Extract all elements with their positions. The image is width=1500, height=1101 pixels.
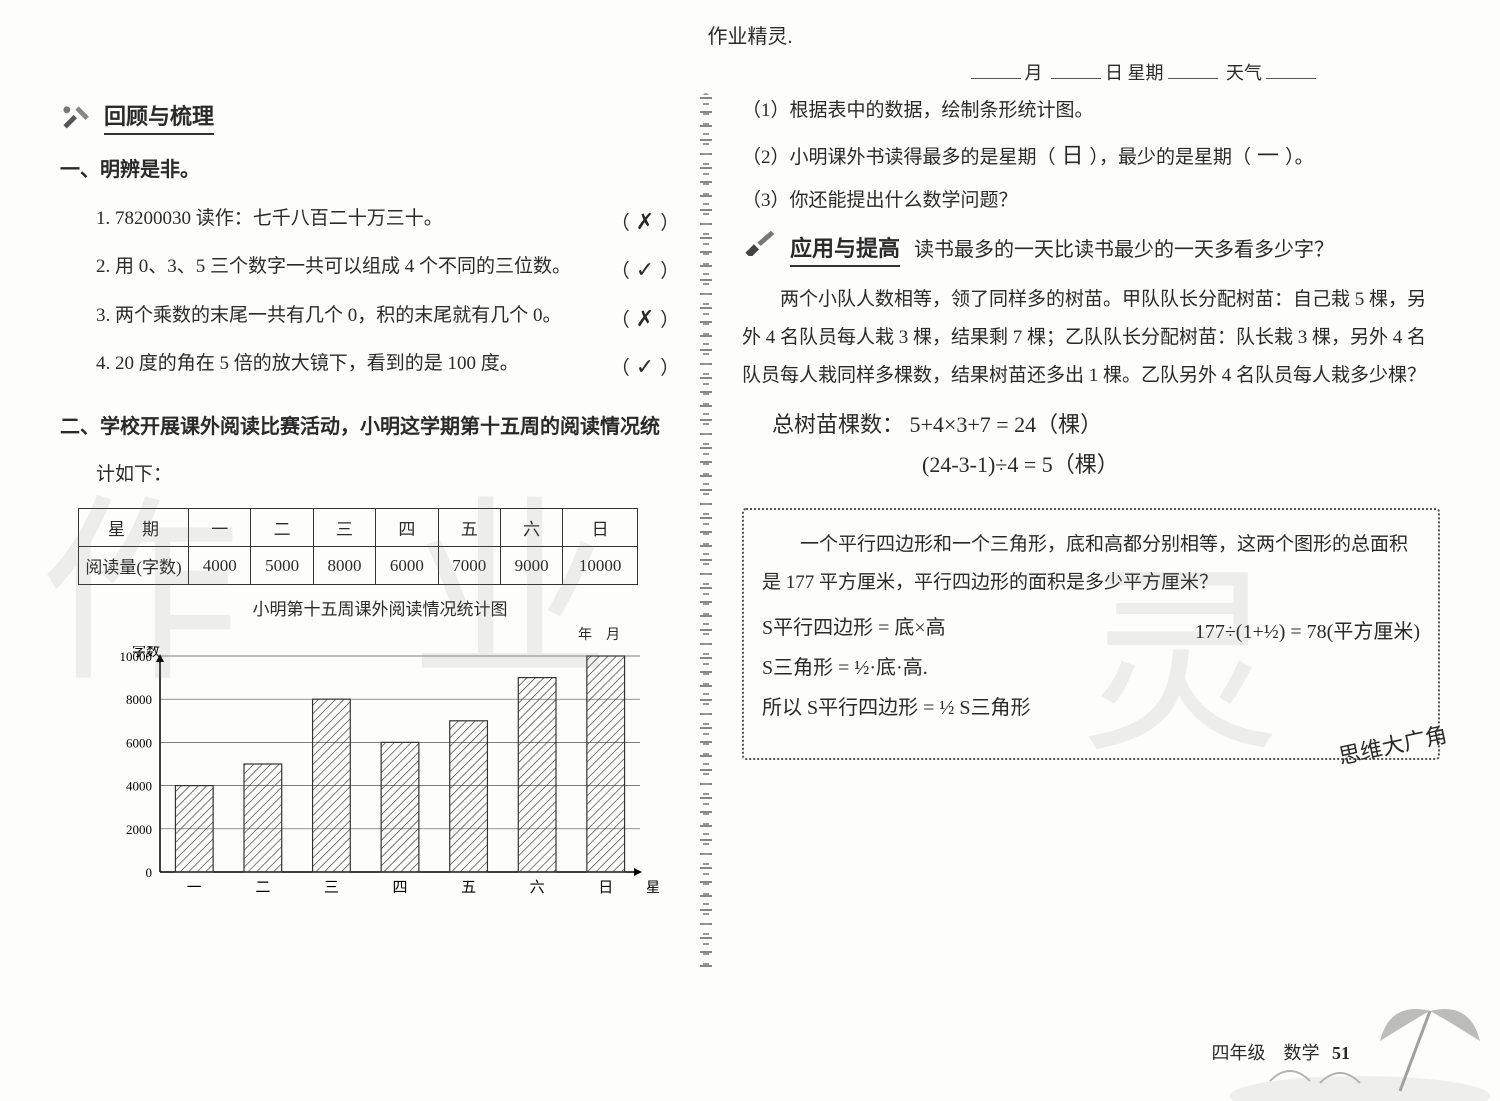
chart-date: 年 月 [100, 624, 660, 644]
date-line: 月 日 星期 天气 [60, 59, 1440, 85]
answer-day-max: 日 [1056, 143, 1090, 168]
sub-q1: （1）根据表中的数据，绘制条形统计图。 [742, 93, 1440, 129]
true-false-item: 3. 两个乘数的末尾一共有几个 0，积的末尾就有几个 0。（✗） [60, 295, 680, 343]
reading-table: 星 期一二三四五六日 阅读量(字数)4000500080006000700090… [78, 508, 638, 585]
app-hand-line1: 总树苗棵数： 5+4×3+7 = 24（棵） [742, 405, 1440, 445]
svg-text:六: 六 [530, 879, 545, 896]
chart-title: 小明第十五周课外阅读情况统计图 [100, 595, 660, 620]
svg-text:2000: 2000 [126, 822, 152, 837]
beach-decoration-icon [1230, 981, 1490, 1101]
q2-heading-cont: 计如下： [60, 455, 680, 495]
true-false-item: 2. 用 0、3、5 三个数字一共可以组成 4 个不同的三位数。（✓） [60, 246, 680, 294]
true-false-item: 4. 20 度的角在 5 倍的放大镜下，看到的是 100 度。（✓） [60, 343, 680, 391]
svg-text:星期: 星期 [646, 880, 660, 896]
svg-text:三: 三 [324, 880, 339, 896]
svg-text:0: 0 [146, 865, 153, 880]
bar-chart: 小明第十五周课外阅读情况统计图 年 月 字数020004000600080001… [100, 595, 660, 911]
svg-text:一: 一 [187, 880, 202, 896]
svg-text:四: 四 [392, 880, 407, 896]
column-divider [700, 93, 712, 973]
thinking-corner-box: 一个平行四边形和一个三角形，底和高都分别相等，这两个图形的总面积是 177 平方… [742, 508, 1440, 760]
answer-day-min: 一 [1251, 143, 1285, 168]
box-hand1: S平行四边形 = 底×高 [762, 608, 1165, 648]
svg-text:8000: 8000 [126, 693, 152, 708]
left-column: 回顾与梳理 一、明辨是非。 1. 78200030 读作：七千八百二十万三十。（… [60, 93, 700, 973]
q1-heading: 一、明辨是非。 [60, 153, 680, 182]
box-problem-text: 一个平行四边形和一个三角形，底和高都分别相等，这两个图形的总面积是 177 平方… [762, 526, 1420, 602]
page-watermark-title: 作业精灵. [60, 20, 1440, 49]
brush-icon [742, 229, 776, 257]
right-column: （1）根据表中的数据，绘制条形统计图。 （2）小明课外书读得最多的是星期（日），… [712, 93, 1440, 973]
box-hand3: 所以 S平行四边形 = ½ S三角形 [762, 688, 1165, 728]
sub-q2: （2）小明课外书读得最多的是星期（日），最少的是星期（一）。 [742, 135, 1440, 177]
svg-text:日: 日 [598, 880, 613, 896]
section-title-review: 回顾与梳理 [104, 99, 214, 135]
section-title-application: 应用与提高 [790, 231, 900, 267]
q3-handwritten-answer: 读书最多的一天比读书最少的一天多看多少字？ [914, 233, 1334, 262]
svg-text:二: 二 [255, 880, 270, 896]
app-hand-line2: (24-3-1)÷4 = 5（棵） [742, 445, 1440, 485]
box-hand-right: 177÷(1+½) = 78(平方厘米) [1195, 612, 1420, 652]
q2-heading: 二、学校开展课外阅读比赛活动，小明这学期第十五周的阅读情况统 [60, 410, 680, 439]
svg-text:4000: 4000 [126, 779, 152, 794]
tools-icon [60, 103, 94, 131]
true-false-item: 1. 78200030 读作：七千八百二十万三十。（✗） [60, 198, 680, 246]
svg-text:五: 五 [461, 880, 476, 896]
svg-text:6000: 6000 [126, 736, 152, 751]
box-hand2: S三角形 = ½·底·高. [762, 648, 1165, 688]
application-problem-text: 两个小队人数相等，领了同样多的树苗。甲队队长分配树苗：自己栽 5 棵，另外 4 … [742, 281, 1440, 395]
sub-q3: （3）你还能提出什么数学问题？ [742, 183, 1440, 219]
svg-text:10000: 10000 [120, 649, 153, 664]
